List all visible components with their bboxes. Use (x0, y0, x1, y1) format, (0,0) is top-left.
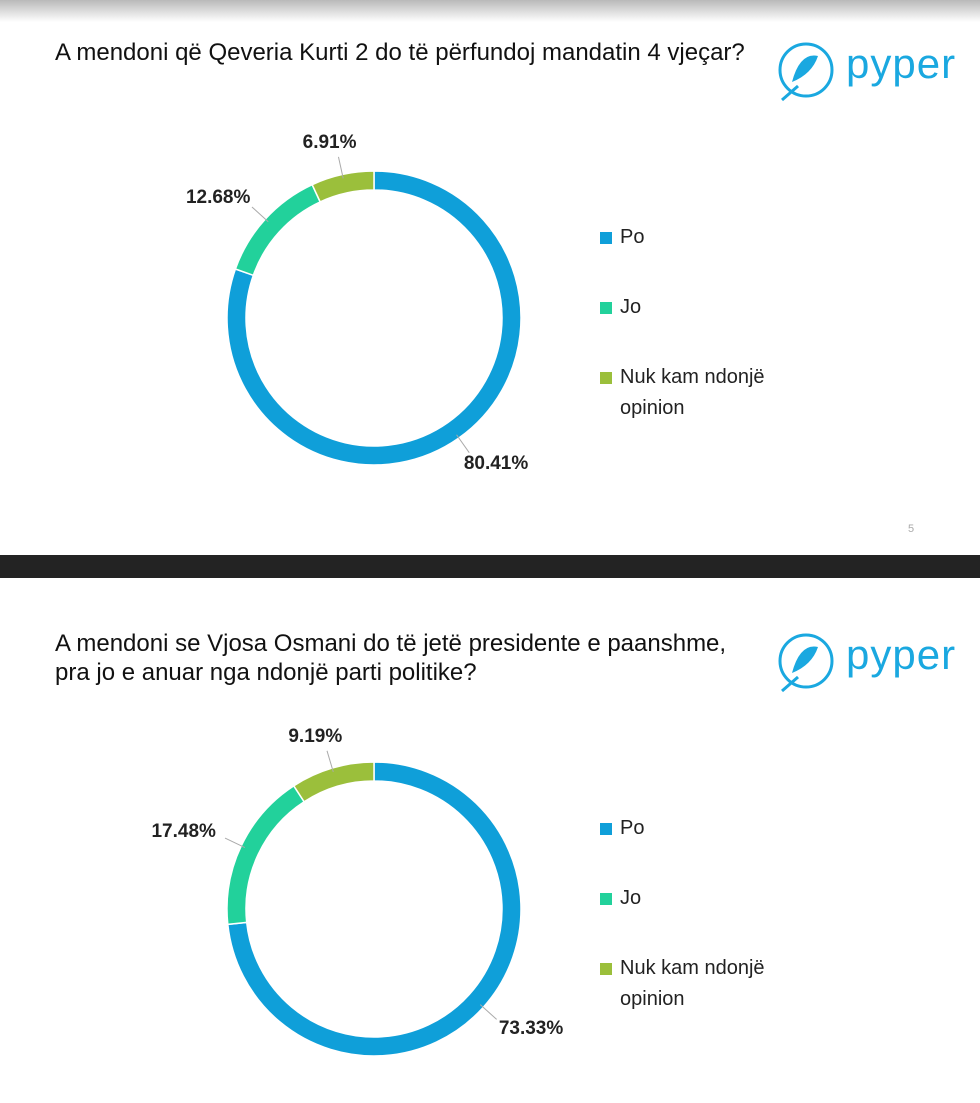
logo-text: pyper (846, 631, 957, 678)
chart-title: A mendoni që Qeveria Kurti 2 do të përfu… (55, 39, 745, 66)
value-label: 6.91% (302, 132, 357, 154)
value-label: 80.41% (463, 453, 529, 475)
donut-segment (226, 784, 306, 926)
legend-swatch (600, 823, 612, 835)
value-label: 73.33% (498, 1017, 564, 1039)
leader-line (251, 206, 269, 223)
logo-shape (781, 84, 799, 102)
legend-swatch (600, 302, 612, 314)
leader-line (337, 156, 344, 179)
logo-shape (781, 675, 799, 693)
legend-swatch (600, 963, 612, 975)
logo-icon (778, 633, 834, 693)
logo-shape (792, 55, 818, 82)
leader-line (224, 837, 246, 848)
logo-shape (792, 646, 818, 673)
leader-line (326, 750, 334, 773)
logo-shape (778, 42, 834, 98)
legend-swatch (600, 232, 612, 244)
legend-label: Jo (620, 296, 642, 318)
logo-text: pyper (846, 40, 957, 87)
donut-segment (311, 170, 375, 203)
legend-label: Po (620, 817, 645, 839)
value-label: 17.48% (151, 821, 216, 843)
legend-label: Po (620, 226, 645, 248)
value-label: 9.19% (288, 726, 343, 748)
donut-segment (226, 170, 522, 466)
logo-shape (778, 633, 834, 689)
top-shade (0, 0, 980, 22)
legend-swatch (600, 893, 612, 905)
page-number: 5 (908, 523, 915, 535)
legend-swatch (600, 372, 612, 384)
legend-label: Jo (620, 887, 642, 909)
leader-line (479, 1004, 497, 1020)
legend-label: Nuk kam ndonjë opinion (620, 957, 765, 1010)
divider (0, 555, 980, 578)
donut-segment (292, 761, 375, 803)
legend-label: Nuk kam ndonjë opinion (620, 366, 765, 419)
donut-segment (226, 761, 522, 1057)
logo-icon (778, 42, 834, 102)
chart-title: A mendoni se Vjosa Osmani do të jetë pre… (55, 630, 727, 686)
leader-line (456, 434, 470, 454)
value-label: 12.68% (185, 186, 251, 208)
